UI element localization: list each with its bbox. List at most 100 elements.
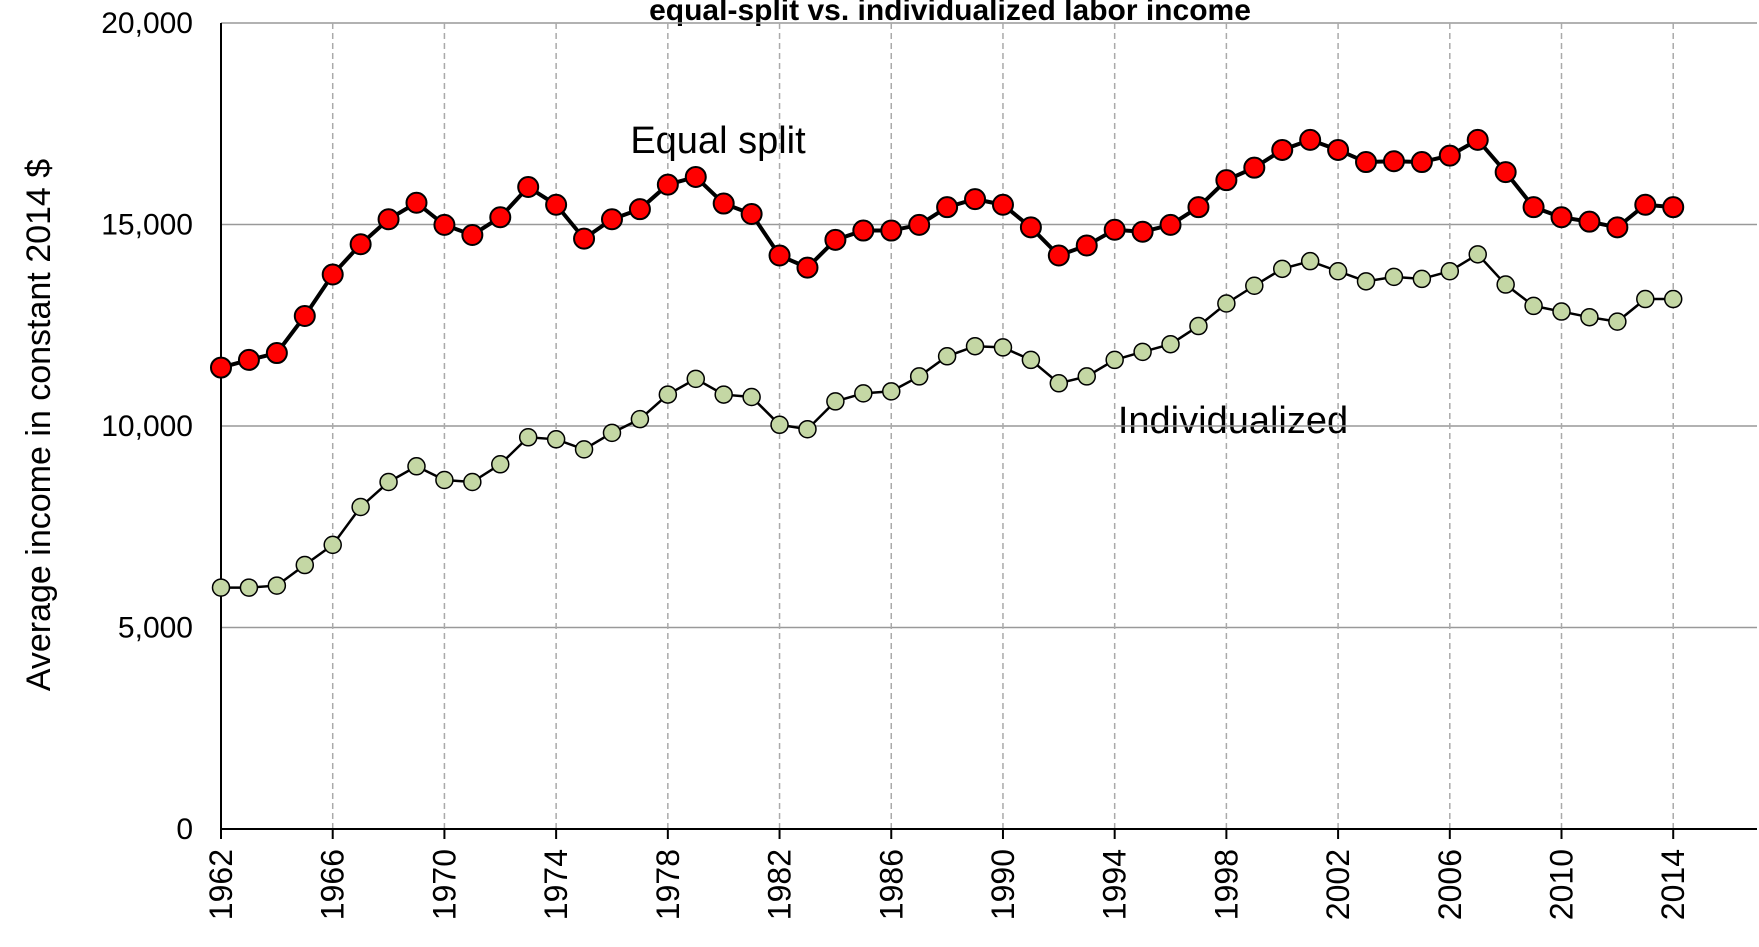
x-tick-label: 1966 <box>315 849 351 920</box>
data-point <box>267 576 287 595</box>
data-point <box>463 472 482 492</box>
data-point <box>658 385 678 404</box>
data-point <box>239 578 259 597</box>
data-point <box>882 382 901 401</box>
data-point <box>909 367 929 386</box>
data-point <box>461 223 484 246</box>
x-tick-label: 1994 <box>1097 849 1133 920</box>
data-point <box>1272 259 1292 279</box>
data-point <box>1049 374 1069 393</box>
data-point <box>405 191 428 214</box>
data-point <box>656 173 679 196</box>
data-point <box>1215 169 1238 192</box>
data-point <box>854 384 873 403</box>
data-point <box>1522 196 1545 219</box>
data-point <box>1245 276 1264 296</box>
data-point <box>1636 289 1655 309</box>
annotation: Individualized <box>1118 400 1348 442</box>
data-point <box>379 472 398 492</box>
data-point <box>407 457 426 476</box>
data-point <box>1578 210 1601 233</box>
data-point <box>796 256 819 279</box>
data-point <box>546 430 566 449</box>
data-point <box>1496 275 1515 294</box>
data-point <box>1161 334 1180 354</box>
y-tick-label: 0 <box>176 813 193 846</box>
data-point <box>1356 272 1376 291</box>
data-point <box>1410 151 1433 174</box>
data-point <box>1412 269 1432 289</box>
data-point <box>265 342 288 365</box>
data-point <box>1468 245 1487 264</box>
data-point <box>1075 234 1098 257</box>
series-line <box>221 252 1674 589</box>
x-tick-label: 1974 <box>538 849 574 920</box>
data-point <box>1580 307 1599 327</box>
data-point <box>517 176 540 199</box>
data-point <box>1634 193 1657 216</box>
data-point <box>351 497 370 517</box>
data-point <box>1159 213 1182 236</box>
data-point <box>491 455 510 474</box>
data-point <box>211 578 231 597</box>
data-point <box>740 203 763 226</box>
data-point <box>1494 161 1517 184</box>
data-point <box>1103 218 1126 241</box>
data-point <box>1300 251 1320 271</box>
data-point <box>768 244 791 267</box>
data-point <box>1552 302 1571 321</box>
y-tick-label: 5,000 <box>118 612 193 645</box>
data-point <box>323 535 342 555</box>
data-point <box>210 356 232 379</box>
data-point <box>1355 151 1378 174</box>
data-point <box>628 198 651 221</box>
x-tick-label: 1962 <box>203 849 239 920</box>
data-point <box>852 219 875 242</box>
data-point <box>433 213 456 236</box>
data-point <box>377 208 400 231</box>
data-point <box>798 419 817 439</box>
data-point <box>293 304 316 327</box>
data-point <box>908 213 931 236</box>
data-point <box>964 188 987 211</box>
data-point <box>991 193 1014 216</box>
y-tick-label: 15,000 <box>101 209 193 242</box>
data-point <box>545 193 568 216</box>
data-point <box>824 228 847 251</box>
data-point <box>1077 367 1096 386</box>
data-point <box>1131 220 1154 243</box>
series-line <box>220 137 1674 370</box>
data-point <box>1133 342 1152 362</box>
data-point <box>1466 128 1489 151</box>
data-point <box>1019 216 1042 239</box>
data-point <box>1105 350 1124 370</box>
data-point <box>1438 144 1461 167</box>
data-point <box>1663 289 1683 309</box>
data-point <box>993 338 1013 357</box>
x-tick-label: 2014 <box>1655 849 1691 920</box>
data-point <box>574 440 594 459</box>
x-tick-label: 2002 <box>1320 849 1356 920</box>
data-point <box>965 336 985 356</box>
data-point <box>489 206 512 229</box>
data-point <box>936 196 959 219</box>
data-point <box>1328 261 1348 281</box>
data-point <box>1243 156 1266 179</box>
y-tick-label: 20,000 <box>101 7 193 40</box>
data-point <box>600 208 623 231</box>
data-point <box>435 470 454 490</box>
data-point <box>712 192 735 215</box>
x-tick-label: 1990 <box>985 849 1021 920</box>
data-point <box>573 227 596 250</box>
x-tick-label: 1998 <box>1208 849 1244 920</box>
data-point <box>321 263 344 286</box>
data-point <box>1440 261 1460 281</box>
data-point <box>1217 294 1236 313</box>
data-point <box>518 428 538 447</box>
data-point <box>1384 267 1404 287</box>
data-point <box>742 387 761 407</box>
data-point <box>1021 350 1041 370</box>
data-point <box>714 385 733 404</box>
data-point <box>1299 128 1322 151</box>
